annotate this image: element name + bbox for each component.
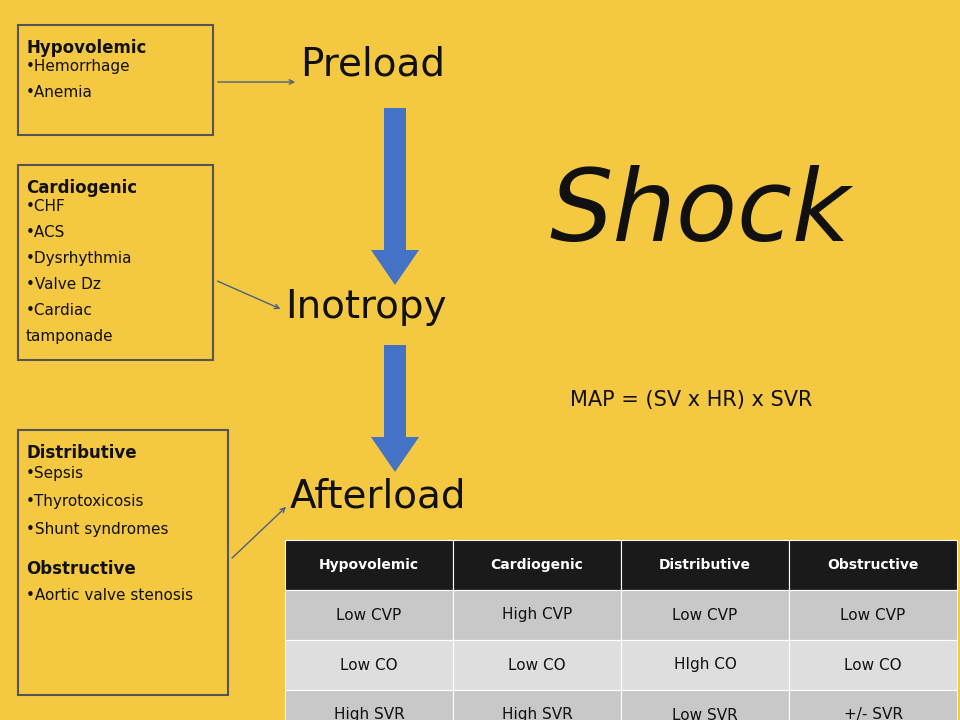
- Bar: [621, 540, 789, 590]
- Text: •Aortic valve stenosis: •Aortic valve stenosis: [26, 588, 193, 603]
- Bar: [789, 690, 957, 720]
- Text: Preload: Preload: [300, 45, 445, 83]
- Bar: [285, 590, 453, 640]
- Text: Low CO: Low CO: [340, 657, 397, 672]
- Text: HIgh CO: HIgh CO: [674, 657, 736, 672]
- Text: •Sepsis: •Sepsis: [26, 466, 84, 481]
- Text: Low CO: Low CO: [508, 657, 565, 672]
- Text: •Thyrotoxicosis: •Thyrotoxicosis: [26, 494, 145, 509]
- Text: Low SVR: Low SVR: [672, 708, 738, 720]
- Bar: [18, 430, 228, 695]
- Bar: [621, 640, 789, 690]
- Text: Cardiogenic: Cardiogenic: [491, 558, 584, 572]
- Bar: [18, 165, 213, 360]
- Text: •Shunt syndromes: •Shunt syndromes: [26, 522, 169, 537]
- Bar: [285, 640, 453, 690]
- Bar: [453, 590, 621, 640]
- Text: tamponade: tamponade: [26, 329, 113, 344]
- Text: Obstructive: Obstructive: [828, 558, 919, 572]
- Bar: [18, 25, 213, 135]
- Text: Obstructive: Obstructive: [26, 560, 135, 578]
- Bar: [621, 590, 789, 640]
- Text: MAP = (SV x HR) x SVR: MAP = (SV x HR) x SVR: [570, 390, 812, 410]
- Text: Distributive: Distributive: [26, 444, 136, 462]
- Bar: [621, 690, 789, 720]
- Bar: [789, 640, 957, 690]
- Text: •CHF: •CHF: [26, 199, 65, 214]
- Text: High SVR: High SVR: [334, 708, 404, 720]
- Text: Cardiogenic: Cardiogenic: [26, 179, 137, 197]
- Text: •ACS: •ACS: [26, 225, 65, 240]
- Text: Low CO: Low CO: [844, 657, 901, 672]
- Bar: [789, 590, 957, 640]
- Text: Low CVP: Low CVP: [672, 608, 737, 623]
- Bar: [789, 540, 957, 590]
- Text: High SVR: High SVR: [502, 708, 572, 720]
- Text: •Dysrhythmia: •Dysrhythmia: [26, 251, 132, 266]
- Text: Hypovolemic: Hypovolemic: [319, 558, 420, 572]
- Text: +/- SVR: +/- SVR: [844, 708, 902, 720]
- Text: High CVP: High CVP: [502, 608, 572, 623]
- Bar: [384, 108, 406, 250]
- Bar: [453, 540, 621, 590]
- Bar: [285, 540, 453, 590]
- Text: Hypovolemic: Hypovolemic: [26, 39, 146, 57]
- Bar: [453, 640, 621, 690]
- Polygon shape: [371, 437, 419, 472]
- Text: Low CVP: Low CVP: [840, 608, 905, 623]
- Text: •Anemia: •Anemia: [26, 85, 93, 100]
- Text: Distributive: Distributive: [659, 558, 751, 572]
- Text: Inotropy: Inotropy: [285, 288, 446, 326]
- Polygon shape: [371, 250, 419, 285]
- Text: Afterload: Afterload: [290, 478, 467, 516]
- Text: Low CVP: Low CVP: [336, 608, 401, 623]
- Text: •Valve Dz: •Valve Dz: [26, 277, 101, 292]
- Text: •Hemorrhage: •Hemorrhage: [26, 59, 131, 74]
- Bar: [384, 345, 406, 437]
- Text: Shock: Shock: [549, 165, 851, 262]
- Text: •Cardiac: •Cardiac: [26, 303, 93, 318]
- Bar: [285, 690, 453, 720]
- Bar: [453, 690, 621, 720]
